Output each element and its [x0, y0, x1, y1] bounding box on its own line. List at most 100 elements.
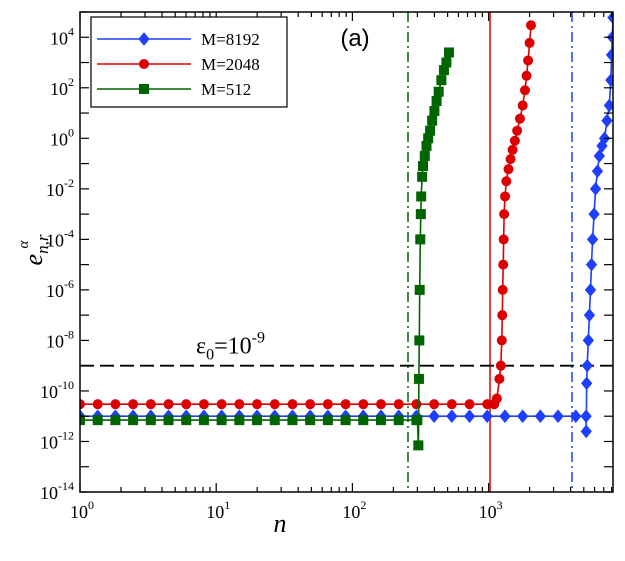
data-point — [524, 37, 535, 48]
data-point — [580, 424, 592, 439]
y-tick-label: 10-14 — [40, 479, 74, 503]
data-point — [181, 415, 192, 426]
data-point — [269, 399, 280, 410]
data-point — [570, 409, 582, 423]
data-point — [393, 399, 404, 410]
data-point — [583, 308, 596, 322]
data-point — [429, 399, 440, 410]
x-tick-label: 101 — [206, 498, 230, 522]
data-point — [414, 335, 425, 346]
y-tick-exp: -10 — [58, 378, 74, 392]
y-tick-exp: 0 — [68, 125, 74, 139]
series-m-512 — [80, 47, 454, 451]
data-point — [414, 284, 425, 295]
data-point — [498, 234, 509, 245]
data-point — [464, 399, 475, 410]
y-tick-base: 10 — [40, 382, 58, 402]
data-point — [110, 415, 121, 426]
data-point — [425, 125, 436, 136]
threshold-label-exp: -9 — [252, 330, 265, 347]
data-point — [305, 399, 316, 410]
data-point — [496, 335, 507, 346]
data-point — [491, 393, 502, 404]
y-tick-base: 10 — [50, 28, 68, 48]
y-tick-exp: 4 — [68, 24, 74, 38]
data-point — [514, 113, 525, 124]
data-point — [495, 360, 506, 371]
data-point — [92, 399, 103, 410]
data-point — [340, 399, 351, 410]
data-point — [497, 284, 508, 295]
x-tick-base: 10 — [206, 502, 224, 522]
data-point — [216, 399, 227, 410]
data-point — [585, 257, 598, 272]
data-point — [92, 415, 103, 426]
legend-swatch-marker — [139, 59, 149, 69]
y-tick-exp: 2 — [68, 75, 74, 89]
data-point — [269, 415, 280, 426]
data-point — [415, 234, 426, 245]
data-point — [500, 191, 511, 202]
x-tick-label: 103 — [479, 498, 503, 522]
data-point — [305, 415, 316, 426]
data-point — [412, 415, 423, 426]
data-point — [413, 373, 424, 384]
y-tick-label: 10-6 — [46, 277, 74, 301]
x-tick-base: 10 — [70, 502, 88, 522]
x-tick-base: 10 — [479, 502, 497, 522]
data-point — [494, 373, 505, 384]
x-tick-exp: 1 — [224, 498, 230, 512]
threshold-label-eq: =10 — [214, 334, 252, 360]
y-tick-base: 10 — [46, 180, 64, 200]
data-point — [128, 415, 139, 426]
data-point — [517, 100, 528, 111]
y-tick-label: 10-12 — [40, 428, 74, 452]
y-tick-base: 10 — [40, 483, 58, 503]
data-point — [591, 164, 604, 178]
y-tick-label: 10-4 — [46, 226, 74, 250]
series-line — [80, 52, 450, 446]
y-tick-base: 10 — [46, 230, 64, 250]
threshold-label-sub: 0 — [206, 347, 214, 364]
data-point — [110, 399, 121, 410]
data-point — [433, 86, 444, 97]
y-tick-exp: -14 — [58, 479, 74, 493]
data-point — [415, 209, 426, 220]
y-tick-exp: -8 — [64, 327, 74, 341]
data-point — [287, 399, 298, 410]
legend-entry: M=2048 — [97, 55, 260, 74]
x-tick-label: 100 — [70, 498, 94, 522]
threshold-label-base: ε — [196, 334, 206, 360]
y-tick-base: 10 — [46, 331, 64, 351]
data-point — [507, 144, 518, 155]
data-point — [519, 85, 530, 96]
data-point — [322, 415, 333, 426]
data-point — [499, 209, 510, 220]
legend — [90, 16, 288, 108]
y-tick-base: 10 — [46, 281, 64, 301]
x-tick-exp: 0 — [88, 498, 94, 512]
data-point — [417, 171, 428, 182]
legend-entry: M=8192 — [97, 30, 260, 49]
data-point — [444, 47, 454, 58]
data-point — [534, 409, 547, 423]
data-point — [375, 415, 386, 426]
legend-label: M=8192 — [201, 30, 260, 49]
y-tick-exp: -12 — [58, 428, 74, 442]
data-point — [358, 399, 369, 410]
data-point — [322, 399, 333, 410]
data-point — [419, 150, 430, 161]
y-axis-title-sup: α — [16, 240, 32, 249]
data-point — [526, 20, 536, 31]
data-point — [501, 176, 512, 187]
data-point — [358, 415, 369, 426]
data-point — [80, 415, 85, 426]
data-point — [503, 164, 514, 175]
data-point — [252, 415, 263, 426]
data-point — [428, 409, 440, 423]
data-point — [234, 415, 245, 426]
x-tick-label: 102 — [342, 498, 366, 522]
y-tick-exp: -2 — [64, 176, 74, 190]
y-tick-label: 10-8 — [46, 327, 74, 351]
